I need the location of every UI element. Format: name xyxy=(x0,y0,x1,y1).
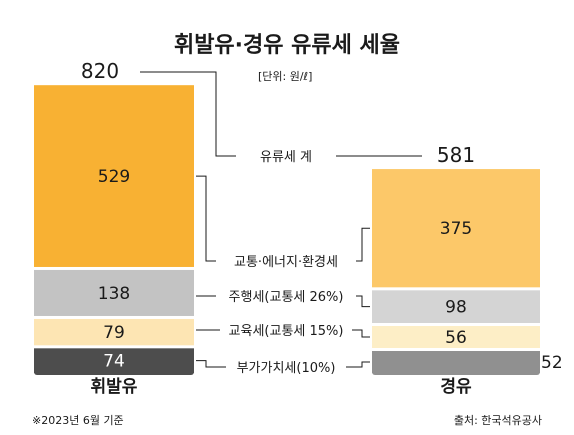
bar-gasoline-value-0: 529 xyxy=(98,167,130,187)
bar-diesel-value-3: 52 xyxy=(541,353,563,373)
legend-leader-left-3 xyxy=(196,360,226,368)
bar-diesel-category-label: 경유 xyxy=(440,377,472,397)
total-leader-left xyxy=(140,71,236,157)
bar-gasoline-value-1: 138 xyxy=(98,284,130,304)
bar-diesel-seg-3 xyxy=(372,351,540,373)
legend-leader-left-0 xyxy=(196,175,216,262)
legend-label-3: 부가가치세(10%) xyxy=(237,361,336,376)
bar-diesel-seg-1 xyxy=(372,290,540,323)
bar-diesel-seg-2 xyxy=(372,326,540,348)
bar-diesel-seg-0 xyxy=(372,169,540,288)
footnote: ※2023년 6월 기준 xyxy=(32,414,124,427)
legend-leader-right-2 xyxy=(352,329,370,338)
legend-leader-right-3 xyxy=(346,361,370,368)
bar-diesel-value-0: 375 xyxy=(440,219,472,239)
bars-group xyxy=(34,85,540,375)
bar-gasoline-seg-3 xyxy=(34,348,194,373)
legend-label-1: 주행세(교통세 26%) xyxy=(229,289,344,305)
total-label: 유류세 계 xyxy=(260,150,312,165)
chart-title: 휘발유·경유 유류세 세율 xyxy=(174,33,400,58)
labels-group: 74 79 138 529 휘발유 820 56 98 375 경유 581 52 xyxy=(81,59,563,397)
legend-leader-right-0 xyxy=(356,227,370,262)
bar-gasoline-value-3: 74 xyxy=(103,352,125,372)
bar-gasoline-bottom-cap xyxy=(34,369,194,375)
bar-diesel-value-2: 56 xyxy=(445,328,467,348)
bar-diesel-bottom-cap xyxy=(372,369,540,375)
bar-gasoline-category-label: 휘발유 xyxy=(91,376,138,397)
unit-note: [단위: 원/ℓ] xyxy=(258,70,312,83)
total-gasoline: 820 xyxy=(81,59,119,83)
bar-gasoline-seg-2 xyxy=(34,318,194,346)
bar-gasoline-seg-0 xyxy=(34,85,194,267)
bar-gasoline-value-2: 79 xyxy=(103,323,125,343)
bar-gasoline-seg-1 xyxy=(34,269,194,316)
legend-label-2: 교육세(교통세 15%) xyxy=(229,324,344,339)
source-note: 출처: 한국석유공사 xyxy=(454,414,542,427)
legend-leader-right-1 xyxy=(356,295,370,308)
legend-label-0: 교통·에너지·환경세 xyxy=(234,255,338,270)
total-diesel: 581 xyxy=(437,143,475,167)
bar-diesel-value-1: 98 xyxy=(445,298,467,318)
